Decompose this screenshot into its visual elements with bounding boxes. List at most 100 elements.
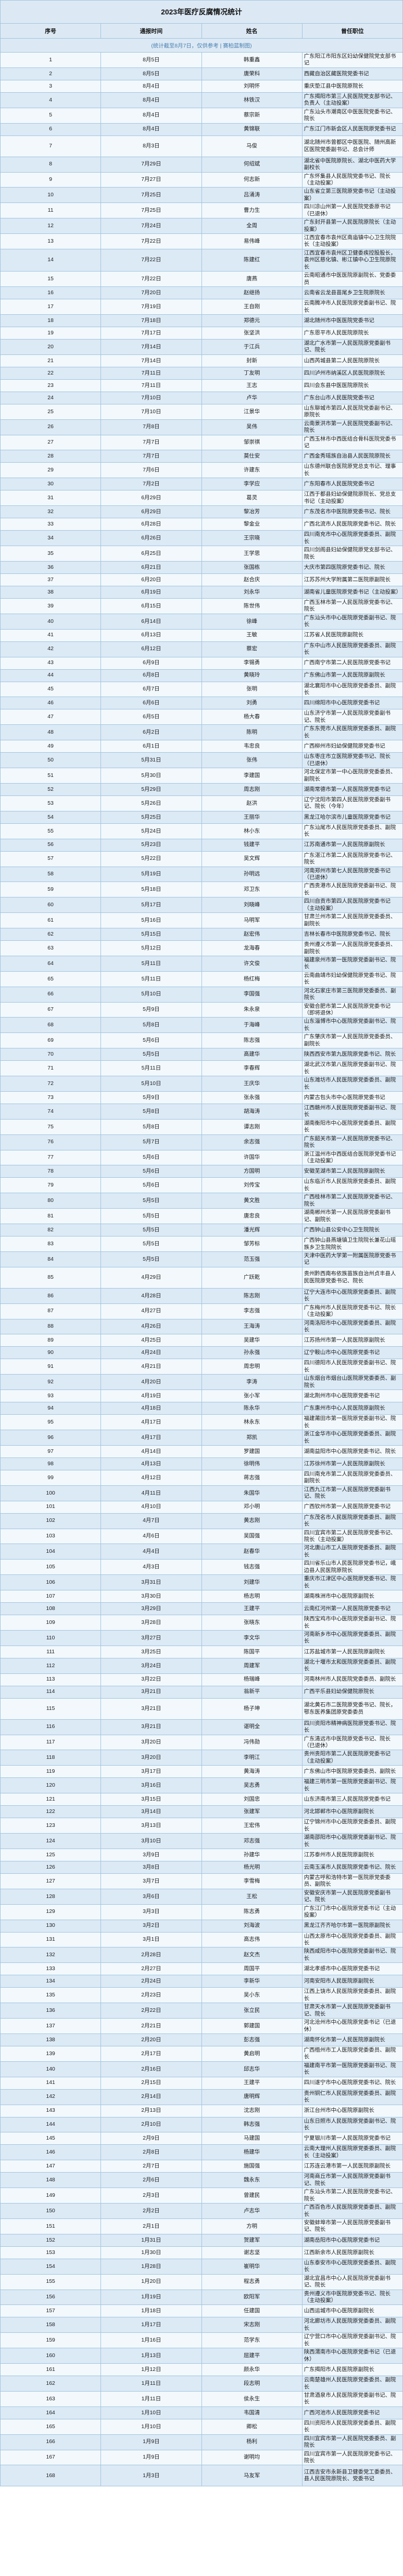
row-name: 孙建华 — [201, 1848, 303, 1861]
row-index: 36 — [0, 561, 102, 574]
table-row: 161 1月12日 颜永华 广东揭阳市人民医院原副院长 — [0, 2363, 403, 2377]
row-position: 河北沧州市中心医院原党委书记（已退休） — [301, 2018, 403, 2034]
row-position: 河南洛阳市中心医院原党委委员、副院长 — [301, 1318, 403, 1335]
row-date: 5月5日 — [100, 1048, 202, 1061]
row-date: 7月27日 — [100, 172, 202, 188]
row-index: 150 — [0, 2203, 102, 2219]
row-position: 湖南邵阳市中心医院原党委副书记、院长 — [301, 1833, 403, 1849]
row-index: 78 — [0, 1165, 102, 1178]
row-name: 陈国平 — [201, 1645, 303, 1658]
row-date: 5月31日 — [100, 752, 202, 769]
table-row: 153 1月30日 谢志坚 江西新余市人民医院原副院长 — [0, 2246, 403, 2259]
table-row: 26 7月8日 吴伟 云南景洪市第一人民医院党委副书记、院长 — [0, 419, 403, 435]
table-row: 5 8月4日 蔡宗新 广东汕头市潮南区中医医院党委书记、院长 — [0, 107, 403, 124]
row-name: 卢华 — [201, 391, 303, 404]
row-index: 108 — [0, 1602, 102, 1616]
row-index: 130 — [0, 1919, 102, 1933]
row-position: 云南省云龙县苗尾乡卫生院原院长 — [301, 286, 403, 300]
table-row: 4 8月4日 林铁汉 广东揭阳市第三人民医院党支部书记、负责人（主动投案） — [0, 92, 403, 108]
table-row: 17 7月19日 王自刚 云南腾冲市人民医院原党委副书记、院长 — [0, 299, 403, 315]
table-row: 111 3月25日 陈国平 江苏盐城市第一人民医院原副院长 — [0, 1645, 403, 1658]
row-date: 3月7日 — [100, 1873, 202, 1889]
table-row: 103 4月6日 吴国强 四川宜宾市第二人民医院原党委书记、院长（主动投案） — [0, 1528, 403, 1545]
row-date: 4月4日 — [100, 1544, 202, 1560]
row-position: 四川凉山州第一人民医院党委原书记（已退休） — [301, 202, 403, 219]
row-index: 126 — [0, 1860, 102, 1874]
row-date: 7月8日 — [100, 419, 202, 435]
table-row: 45 6月7日 张明 湖北襄阳市中心医院原党委委员、副院长 — [0, 681, 403, 698]
table-row: 51 5月30日 李建国 河北保定市第一中心医院原党委委员、副院长 — [0, 768, 403, 784]
row-position: 广西北流市人民医院原党委书记、院长 — [301, 518, 403, 531]
row-date: 2月9日 — [100, 2132, 202, 2145]
row-date: 1月10日 — [100, 2406, 202, 2419]
row-name: 潘光辉 — [201, 1224, 303, 1237]
row-position: 四川剑阁县妇幼保健院原党支部书记、院长 — [301, 546, 403, 562]
row-index: 69 — [0, 1032, 102, 1049]
row-position: 陕西宝鸡市中心医院原党委副书记、院长 — [301, 1615, 403, 1631]
row-position: 四川泸州市纳溪区人民医院原院长 — [301, 366, 403, 380]
row-position: 江苏徐州市第一人民医院原副院长 — [301, 1457, 403, 1470]
row-index: 164 — [0, 2406, 102, 2419]
row-position: 河北唐山市工人医院原党委委员、副院长 — [301, 1544, 403, 1560]
row-position: 广东封开县第一人民医院原院长（主动投案） — [301, 218, 403, 234]
row-name: 韩志强 — [201, 2116, 303, 2133]
table-row: 93 4月19日 张小军 湖北荆州市中心医院原党委书记 — [0, 1389, 403, 1403]
row-index: 128 — [0, 1888, 102, 1905]
row-date: 7月2日 — [100, 478, 202, 491]
row-position: 湖北广水市第一人民医院原党委副书记、院长 — [301, 338, 403, 355]
row-position: 云南曲靖市妇幼保健院原党委书记、院长 — [301, 971, 403, 987]
row-name: 杨子坤 — [201, 1698, 303, 1720]
row-position: 广西贵港市人民医院原党委副书记、院长 — [301, 882, 403, 898]
table-row: 32 6月29日 黎冶芳 广东茂名市中医院原党委书记、院长 — [0, 505, 403, 519]
statistics-note: (统计截至8月7日，仅供参考 | 赛柏蓝制图) — [0, 38, 403, 53]
table-row: 136 2月22日 张立民 甘肃天水市第一人民医院原党委副书记、院长 — [0, 2003, 403, 2019]
row-name: 许国华 — [201, 1149, 303, 1166]
row-position: 江苏南通市第一人民医院原副院长 — [301, 838, 403, 852]
row-date: 3月21日 — [100, 1719, 202, 1735]
row-date: 4月25日 — [100, 1334, 202, 1347]
row-name: 蒋志强 — [201, 1469, 303, 1486]
row-position: 山东济宁市第一人民医院原党委副书记、院长 — [301, 709, 403, 725]
row-name: 何绍斌 — [201, 156, 303, 173]
row-name: 蔡宗新 — [201, 107, 303, 124]
row-name: 邹芳标 — [201, 1236, 303, 1252]
row-name: 曹力生 — [201, 202, 303, 219]
row-index: 50 — [0, 752, 102, 769]
row-name: 孙明远 — [201, 866, 303, 883]
table-row: 140 2月16日 邱志华 福建南平市第一医院原党委副书记、院长 — [0, 2061, 403, 2077]
row-index: 12 — [0, 218, 102, 234]
row-date: 7月20日 — [100, 286, 202, 300]
row-date: 5月10日 — [100, 986, 202, 1003]
row-position: 陕西渭南市中心医院原党委书记（已退休） — [301, 2348, 403, 2364]
row-name: 王敏 — [201, 629, 303, 642]
row-name: 谢明均 — [201, 2449, 303, 2466]
table-row: 143 2月13日 沈志刚 浙江台州市中心医院原副院长 — [0, 2104, 403, 2117]
table-row: 125 3月9日 孙建华 江苏泰州市人民医院原副院长 — [0, 1848, 403, 1861]
table-row: 90 4月24日 孙永强 辽宁鞍山市中心医院原党委书记 — [0, 1346, 403, 1360]
table-row: 74 5月8日 胡海涛 江西赣州市人民医院原党委副书记、院长 — [0, 1103, 403, 1120]
row-position: 广西金秀瑶族自治县人民医院原院长 — [301, 450, 403, 463]
row-date: 6月21日 — [100, 561, 202, 574]
row-position: 湖北省中医院原院长、湖北中医药大学副校长 — [301, 156, 403, 173]
table-row: 11 7月25日 曹力生 四川凉山州第一人民医院党委原书记（已退休） — [0, 202, 403, 219]
row-position: 安徽芜湖市第二人民医院原副院长 — [301, 1165, 403, 1178]
row-position: 云南红河州第一人民医院原党委书记 — [301, 1602, 403, 1616]
row-name: 方明 — [201, 2218, 303, 2234]
row-index: 146 — [0, 2144, 102, 2161]
row-index: 74 — [0, 1103, 102, 1120]
row-date: 6月2日 — [100, 724, 202, 741]
table-row: 85 4月29日 广跃乾 贵州黔西南布依族苗族自治州贞丰县人民医院原党委书记、院长 — [0, 1266, 403, 1289]
row-date: 5月5日 — [100, 1251, 202, 1267]
row-position: 甘肃天水市第一人民医院原党委副书记、院长 — [301, 2003, 403, 2019]
row-index: 9 — [0, 172, 102, 188]
row-position: 江西宜春市袁州区南庙镇中心卫生院院长（主动投案） — [301, 233, 403, 249]
row-date: 7月25日 — [100, 202, 202, 219]
row-position: 福建三明市第一医院原党委副书记、院长 — [301, 1777, 403, 1794]
row-index: 41 — [0, 629, 102, 642]
row-name: 张永强 — [201, 1091, 303, 1104]
table-row: 113 3月22日 杨瑞峰 河南林州市人民医院党委委员、副院长 — [0, 1673, 403, 1686]
row-position: 四川资阳市精神病医院原党委书记、院长 — [301, 1719, 403, 1735]
statistics-sheet: 赛柏蓝SAIBAILAN赛柏蓝SAIBAILAN赛柏蓝SAIBAILAN赛柏蓝S… — [0, 0, 403, 2487]
row-index: 4 — [0, 92, 102, 108]
row-index: 10 — [0, 187, 102, 204]
